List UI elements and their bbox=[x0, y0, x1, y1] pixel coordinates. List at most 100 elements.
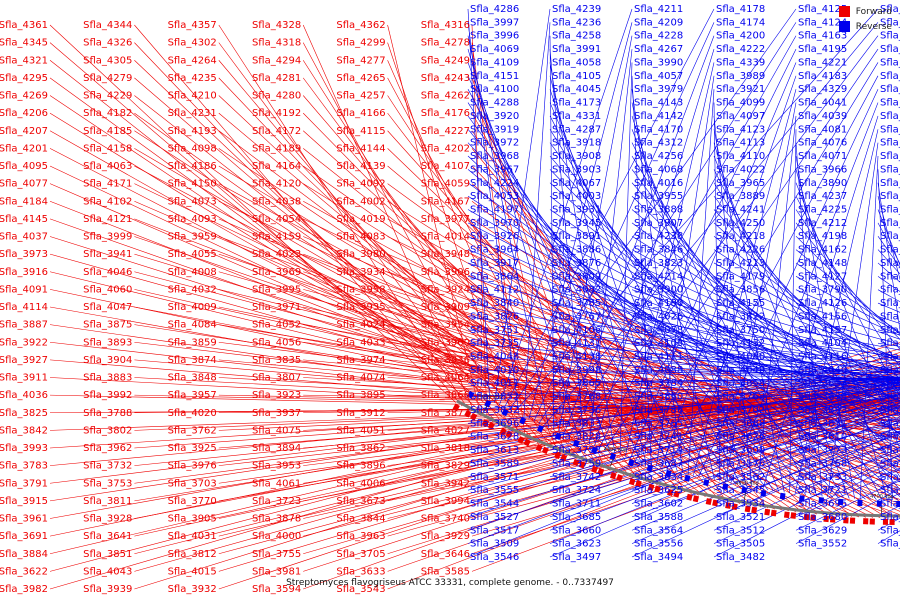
reverse-gene-leader bbox=[467, 376, 900, 438]
reverse-gene-label: Sfla_3931 bbox=[552, 204, 601, 215]
reverse-gene-label: Sfla_3945 bbox=[552, 218, 601, 229]
forward-gene-leader bbox=[49, 324, 900, 448]
reverse-gene-leader bbox=[631, 316, 900, 372]
forward-gene-label: Sfla_3887 bbox=[0, 320, 48, 331]
reverse-gene-label: Sfla_4236 bbox=[552, 17, 601, 28]
reverse-gene-label: Sfla_3741 bbox=[634, 432, 683, 443]
reverse-gene-leader bbox=[713, 115, 753, 488]
forward-gene-label: Sfla_3691 bbox=[0, 531, 48, 542]
reverse-gene-leader bbox=[795, 209, 900, 368]
reverse-gene-leader bbox=[713, 394, 900, 424]
forward-gene-leader bbox=[303, 389, 900, 484]
reverse-gene-label: Sfla_4097 bbox=[716, 111, 765, 122]
forward-gene-label: Sfla_4269 bbox=[0, 91, 48, 102]
forward-gene-label: Sfla_4027 bbox=[421, 425, 470, 436]
reverse-gene-leader bbox=[713, 276, 900, 361]
forward-gene-arrow bbox=[744, 505, 751, 513]
reverse-gene-leader bbox=[549, 182, 900, 498]
reverse-gene-arrow bbox=[703, 479, 710, 487]
backbone-arc bbox=[456, 399, 900, 518]
reverse-gene-label: Sfla_4111 bbox=[634, 352, 683, 363]
forward-gene-label: Sfla_4008 bbox=[168, 267, 217, 278]
forward-gene-leader bbox=[387, 393, 900, 555]
reverse-gene-label: Sfla_4039 bbox=[798, 111, 847, 122]
forward-gene-label: Sfla_3543 bbox=[336, 584, 385, 595]
reverse-gene-label: Sfla_4314 bbox=[880, 84, 900, 95]
reverse-gene-label: Sfla_3576 bbox=[716, 458, 765, 469]
reverse-gene-leader bbox=[713, 262, 900, 364]
reverse-gene-label: Sfla_3634 bbox=[634, 472, 683, 483]
forward-gene-arrow bbox=[578, 461, 586, 469]
forward-gene-label: Sfla_3980 bbox=[336, 249, 385, 260]
forward-gene-label: Sfla_3993 bbox=[0, 443, 48, 454]
forward-gene-label: Sfla_3866 bbox=[421, 390, 470, 401]
forward-gene-label: Sfla_4227 bbox=[421, 126, 470, 137]
forward-gene-label: Sfla_4092 bbox=[336, 179, 385, 190]
reverse-gene-leader bbox=[467, 376, 900, 424]
reverse-gene-arrow bbox=[722, 483, 729, 491]
forward-gene-label: Sfla_4009 bbox=[168, 302, 217, 313]
reverse-gene-label: Sfla_3889 bbox=[716, 191, 765, 202]
reverse-gene-label: Sfla_4128 bbox=[880, 325, 900, 336]
reverse-gene-label: Sfla_3599 bbox=[880, 499, 900, 510]
forward-gene-label: Sfla_4206 bbox=[0, 108, 48, 119]
reverse-gene-label: Sfla_3858 bbox=[716, 378, 765, 389]
reverse-gene-leader bbox=[549, 356, 900, 378]
reverse-gene-leader bbox=[713, 406, 900, 451]
forward-gene-label: Sfla_4186 bbox=[168, 161, 217, 172]
forward-gene-label: Sfla_3923 bbox=[252, 390, 301, 401]
forward-gene-leader bbox=[387, 218, 900, 502]
reverse-gene-label: Sfla_3613 bbox=[470, 445, 519, 456]
forward-gene-leader bbox=[49, 95, 611, 471]
forward-gene-label: Sfla_3848 bbox=[168, 373, 217, 384]
reverse-gene-label: Sfla_4143 bbox=[634, 98, 683, 109]
forward-gene-label: Sfla_4262 bbox=[421, 91, 470, 102]
forward-gene-label: Sfla_3982 bbox=[0, 584, 48, 595]
reverse-gene-leader bbox=[549, 235, 900, 421]
forward-gene-label: Sfla_4073 bbox=[168, 196, 217, 207]
reverse-gene-label: Sfla_3970 bbox=[470, 218, 519, 229]
reverse-gene-leader bbox=[549, 142, 807, 496]
reverse-gene-label: Sfla_4053 bbox=[470, 191, 519, 202]
reverse-gene-label: Sfla_4078 bbox=[634, 325, 683, 336]
reverse-gene-leader bbox=[693, 89, 797, 476]
reverse-gene-label: Sfla_3629 bbox=[798, 525, 847, 536]
forward-gene-label: Sfla_3971 bbox=[252, 302, 301, 313]
reverse-gene-label: Sfla_4250 bbox=[716, 218, 765, 229]
forward-gene-label: Sfla_3791 bbox=[0, 478, 48, 489]
reverse-gene-label: Sfla_3966 bbox=[798, 164, 847, 175]
reverse-gene-label: Sfla_4080 bbox=[716, 352, 765, 363]
forward-gene-label: Sfla_4192 bbox=[252, 108, 301, 119]
forward-gene-arrow bbox=[487, 421, 495, 430]
reverse-gene-leader bbox=[549, 389, 900, 478]
reverse-gene-label: Sfla_3736 bbox=[552, 405, 601, 416]
reverse-gene-label: Sfla_3790 bbox=[798, 285, 847, 296]
forward-gene-leader bbox=[303, 391, 900, 466]
forward-gene-label: Sfla_4280 bbox=[252, 91, 301, 102]
reverse-gene-label: Sfla_4213 bbox=[716, 258, 765, 269]
legend-reverse-label: Reverse bbox=[855, 21, 892, 32]
reverse-gene-leader bbox=[713, 329, 900, 363]
reverse-gene-label: Sfla_3685 bbox=[552, 512, 601, 523]
forward-gene-label: Sfla_3802 bbox=[83, 425, 132, 436]
forward-gene-arrow bbox=[597, 467, 605, 476]
reverse-gene-label: Sfla_3891 bbox=[552, 231, 601, 242]
reverse-gene-arrow bbox=[760, 489, 767, 497]
reverse-gene-label: Sfla_3759 bbox=[552, 458, 601, 469]
reverse-gene-leader bbox=[713, 369, 900, 374]
reverse-gene-label: Sfla_4178 bbox=[716, 4, 765, 15]
forward-gene-label: Sfla_4345 bbox=[0, 38, 48, 49]
reverse-gene-label: Sfla_4057 bbox=[634, 71, 683, 82]
reverse-gene-leader bbox=[549, 377, 900, 397]
reverse-gene-label: Sfla_4142 bbox=[634, 111, 683, 122]
reverse-gene-label: Sfla_3482 bbox=[716, 552, 765, 563]
reverse-gene-leader bbox=[713, 342, 900, 366]
reverse-gene-leader bbox=[713, 377, 900, 384]
reverse-gene-label: Sfla_3773 bbox=[798, 445, 847, 456]
reverse-gene-leader bbox=[713, 289, 900, 359]
forward-gene-leader bbox=[218, 367, 900, 572]
legend-forward: Forward bbox=[838, 6, 892, 17]
reverse-gene-label: Sfla_4070 bbox=[880, 17, 900, 28]
forward-gene-label: Sfla_4158 bbox=[83, 143, 132, 154]
